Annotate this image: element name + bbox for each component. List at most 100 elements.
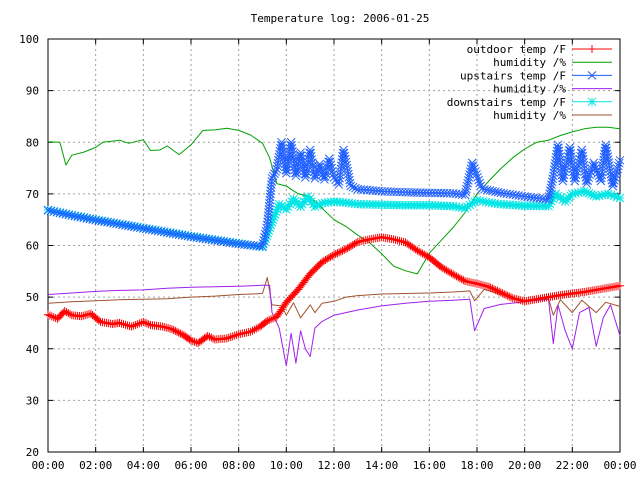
data-point	[468, 161, 478, 171]
data-point	[139, 317, 148, 326]
data-point	[119, 320, 128, 329]
data-point	[265, 316, 274, 325]
data-point	[81, 311, 90, 320]
data-point	[324, 253, 333, 262]
x-tick-label: 06:00	[174, 459, 207, 472]
data-point	[393, 236, 402, 245]
x-tick-label: 12:00	[317, 459, 350, 472]
data-point	[311, 171, 321, 180]
data-point	[205, 332, 214, 341]
data-point	[460, 190, 470, 200]
data-point	[399, 237, 408, 246]
data-point	[115, 318, 124, 327]
data-point	[292, 165, 302, 175]
x-tick-label: 14:00	[365, 459, 398, 472]
data-point	[472, 170, 481, 179]
legend-label: outdoor temp /F	[467, 43, 566, 56]
series-line	[47, 126, 621, 275]
data-point	[332, 177, 342, 187]
data-point	[47, 312, 56, 321]
data-point	[488, 284, 497, 293]
data-point	[286, 140, 295, 150]
data-point	[454, 273, 463, 282]
data-point	[162, 323, 171, 332]
y-tick-label: 70	[26, 188, 39, 201]
data-point	[397, 237, 406, 246]
data-point	[267, 177, 277, 186]
x-tick-label: 00:00	[31, 459, 64, 472]
data-point	[391, 235, 400, 244]
data-point	[84, 310, 93, 319]
data-point	[345, 243, 354, 252]
data-point	[485, 186, 495, 195]
y-tick-label: 30	[26, 394, 39, 407]
data-point	[158, 322, 167, 331]
data-point	[192, 338, 201, 347]
data-point	[333, 249, 342, 258]
data-point	[336, 247, 345, 256]
x-tick-label: 20:00	[508, 459, 541, 472]
data-point	[51, 313, 60, 322]
data-point	[583, 176, 593, 185]
data-point	[330, 250, 338, 259]
data-point	[411, 245, 420, 254]
data-point	[471, 167, 480, 176]
data-point	[420, 250, 429, 259]
data-point	[327, 163, 336, 173]
data-point	[338, 246, 347, 255]
data-point	[174, 328, 183, 337]
data-point	[209, 334, 218, 343]
data-point	[261, 318, 270, 327]
data-point	[495, 287, 504, 296]
data-point	[291, 171, 301, 181]
data-point	[514, 295, 523, 304]
data-point	[507, 293, 516, 302]
data-point	[611, 170, 621, 180]
data-point	[255, 241, 264, 251]
data-point	[491, 286, 500, 295]
data-point	[442, 266, 451, 275]
x-tick-label: 00:00	[603, 459, 636, 472]
data-point	[335, 248, 344, 257]
data-point	[331, 249, 340, 258]
data-point	[131, 321, 140, 330]
data-point	[167, 325, 176, 334]
data-point	[246, 327, 255, 336]
data-point	[452, 272, 461, 281]
data-point	[166, 324, 175, 333]
data-point	[505, 292, 514, 301]
legend-label: humidity /%	[493, 56, 566, 69]
x-tick-label: 08:00	[222, 459, 255, 472]
data-point	[610, 176, 619, 185]
data-point	[281, 165, 291, 175]
x-tick-label: 04:00	[127, 459, 160, 472]
data-point	[320, 172, 330, 181]
data-point	[326, 252, 335, 261]
data-point	[437, 263, 446, 272]
data-point	[348, 182, 358, 192]
data-point	[312, 168, 322, 177]
data-point	[228, 332, 237, 341]
data-point	[582, 179, 591, 188]
data-point	[415, 247, 424, 256]
data-point	[476, 280, 485, 289]
data-point	[129, 321, 138, 330]
data-point	[94, 316, 103, 325]
data-point	[463, 178, 473, 188]
data-point	[328, 166, 337, 176]
data-point	[493, 286, 502, 295]
data-point	[341, 245, 350, 254]
series-3	[47, 284, 621, 367]
data-point	[589, 158, 599, 168]
data-point	[482, 185, 492, 195]
data-point	[478, 281, 487, 290]
data-point	[587, 97, 597, 107]
data-point	[351, 183, 360, 193]
data-point	[490, 285, 499, 294]
data-point	[461, 187, 471, 197]
data-point	[463, 176, 473, 185]
data-point	[267, 174, 277, 183]
data-point	[496, 288, 505, 297]
x-tick-label: 10:00	[270, 459, 303, 472]
